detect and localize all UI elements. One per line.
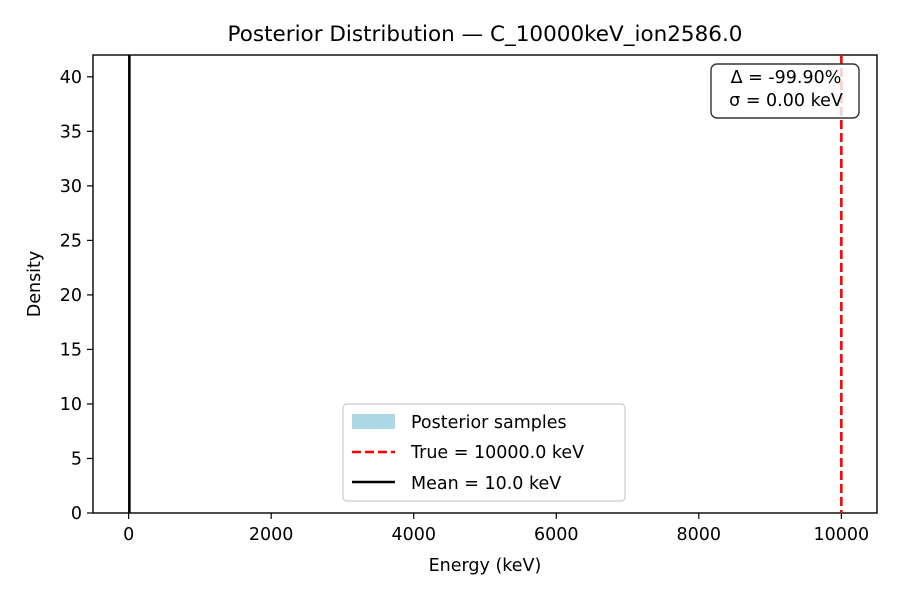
y-tick-label: 25 <box>60 231 82 251</box>
y-tick-label: 0 <box>71 504 82 524</box>
x-tick-label: 0 <box>123 525 134 545</box>
annotation-frame <box>710 63 860 119</box>
legend-swatch-posterior <box>352 414 395 429</box>
annotation-delta: Δ = -99.90% <box>731 68 842 88</box>
legend: Posterior samples True = 10000.0 keV Mea… <box>342 403 626 502</box>
x-tick-label: 4000 <box>391 525 436 545</box>
plot-area <box>92 54 878 514</box>
y-tick-label: 15 <box>60 340 82 360</box>
y-axis-label: Density <box>25 251 45 318</box>
chart-title: Posterior Distribution — C_10000keV_ion2… <box>228 22 743 47</box>
x-axis-ticks: 0 2000 4000 6000 8000 10000 <box>123 513 869 545</box>
legend-label-true: True = 10000.0 keV <box>410 443 584 463</box>
y-tick-label: 10 <box>60 395 82 415</box>
legend-frame <box>342 403 626 502</box>
legend-label-posterior: Posterior samples <box>411 413 567 433</box>
legend-label-mean: Mean = 10.0 keV <box>411 474 561 494</box>
x-tick-label: 8000 <box>677 525 722 545</box>
y-axis-ticks: 0 5 10 15 20 25 30 35 40 <box>60 68 93 524</box>
x-axis-label: Energy (keV) <box>429 556 542 576</box>
y-tick-label: 5 <box>71 449 82 469</box>
annotation-sigma: σ = 0.00 keV <box>729 91 843 111</box>
x-tick-label: 2000 <box>249 525 294 545</box>
y-tick-label: 30 <box>60 177 82 197</box>
y-tick-label: 40 <box>60 68 82 88</box>
y-tick-label: 20 <box>60 286 82 306</box>
stats-annotation-box: Δ = -99.90% σ = 0.00 keV <box>710 63 860 119</box>
series-layer <box>128 55 843 513</box>
y-tick-label: 35 <box>60 122 82 142</box>
x-tick-label: 10000 <box>814 525 870 545</box>
x-tick-label: 6000 <box>534 525 579 545</box>
plot-frame <box>92 54 878 514</box>
